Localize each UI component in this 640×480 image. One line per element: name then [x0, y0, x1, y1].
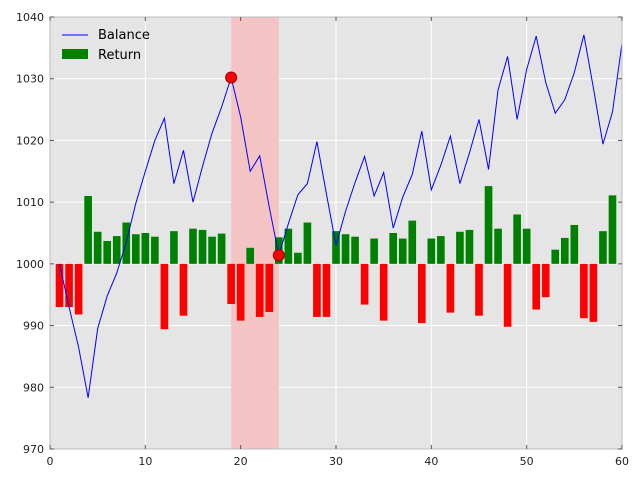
x-tick-label: 40 [424, 455, 438, 468]
y-tick-label: 1000 [16, 258, 44, 271]
return-bar [475, 263, 483, 316]
return-bar [112, 236, 121, 264]
return-bar [131, 234, 140, 264]
return-bar [217, 233, 226, 264]
return-bar [208, 236, 216, 264]
y-tick-label: 980 [23, 381, 44, 394]
return-bar [84, 195, 92, 264]
return-bar [93, 231, 102, 264]
return-bar [408, 220, 417, 264]
return-bar [427, 238, 436, 264]
return-bar [284, 228, 293, 264]
return-bar [503, 263, 512, 327]
balance-line [59, 34, 623, 398]
return-bar [179, 263, 188, 316]
return-bar [580, 263, 588, 319]
return-bar [322, 263, 331, 317]
return-bar [198, 229, 207, 264]
marker-layer [225, 71, 285, 262]
return-bar [513, 214, 521, 264]
return-bar [141, 233, 150, 264]
return-bar [570, 224, 579, 264]
highlight-band-layer [231, 17, 279, 449]
y-tick-label: 970 [23, 443, 44, 456]
return-bar [379, 263, 388, 321]
return-bar [313, 263, 321, 317]
return-bars [55, 186, 617, 330]
return-bar [255, 263, 264, 317]
return-bar [189, 228, 197, 264]
axis-ticks: 0 10 20 30 40 50 60970980990100010101020103010… [16, 11, 629, 468]
y-tick-label: 990 [23, 320, 44, 333]
return-bar [398, 238, 407, 264]
return-bar [608, 195, 617, 264]
x-tick-label: 20 [234, 455, 248, 468]
balance-marker [272, 249, 285, 262]
return-bar [370, 238, 378, 264]
return-bar [417, 263, 426, 324]
return-bar [74, 263, 83, 315]
return-bar [332, 231, 340, 264]
return-bar [103, 241, 112, 264]
return-bar [456, 231, 464, 264]
x-tick-label: 0 [47, 455, 54, 468]
legend-balance-label: Balance [98, 28, 150, 43]
return-bar [160, 263, 169, 330]
return-bar [446, 263, 455, 313]
legend: Balance Return [62, 28, 150, 63]
return-bar [484, 186, 493, 264]
return-bar [55, 263, 64, 308]
return-bar [151, 236, 159, 264]
return-bar [437, 236, 445, 264]
return-bar [170, 231, 178, 264]
return-bar [360, 263, 369, 305]
y-tick-label: 1010 [16, 196, 44, 209]
return-bar [560, 237, 569, 264]
legend-return-swatch [62, 49, 88, 59]
highlight-band [231, 17, 279, 449]
balance-marker [225, 71, 238, 84]
return-bar [551, 249, 560, 264]
x-tick-label: 30 [329, 455, 343, 468]
y-tick-label: 1030 [16, 73, 44, 86]
return-bar [65, 263, 73, 308]
return-bar [294, 252, 302, 264]
return-bar [465, 229, 474, 264]
y-tick-label: 1040 [16, 11, 44, 24]
return-bar [589, 263, 598, 322]
return-bar [265, 263, 274, 312]
y-tick-label: 1020 [16, 134, 44, 147]
return-bar [541, 263, 550, 298]
return-bar [341, 234, 350, 264]
legend-return-label: Return [98, 48, 141, 63]
return-bar [522, 228, 531, 264]
x-tick-label: 60 [615, 455, 629, 468]
balance-line-layer [59, 34, 623, 398]
return-bar [246, 247, 255, 264]
return-bar [532, 263, 541, 310]
return-bar [303, 222, 312, 264]
x-tick-label: 50 [520, 455, 534, 468]
return-bar [227, 263, 235, 304]
return-bar [494, 228, 502, 264]
x-tick-label: 10 [138, 455, 152, 468]
return-bar [599, 231, 607, 264]
return-bar [236, 263, 245, 321]
return-bar [351, 236, 359, 264]
return-bar [389, 233, 398, 264]
